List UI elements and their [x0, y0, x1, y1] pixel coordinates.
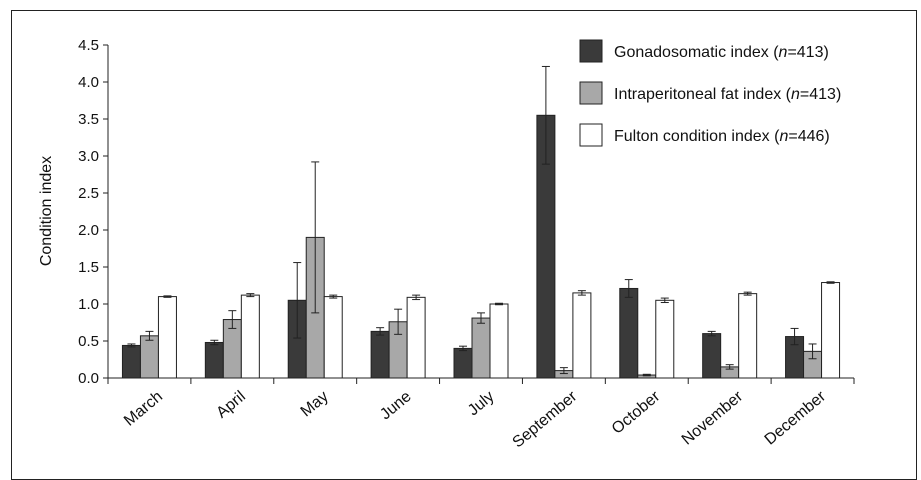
- bar: [121, 344, 141, 379]
- x-tick-label: July: [465, 388, 498, 419]
- y-tick-label: 3.0: [78, 148, 99, 165]
- legend-label: Gonadosomatic index (n=413): [614, 44, 829, 61]
- y-tick-label: 4.5: [78, 37, 99, 54]
- legend-swatch: [579, 123, 603, 147]
- legend-label: Fulton condition index (n=446): [614, 128, 830, 145]
- y-axis-label: Condition index: [38, 156, 55, 266]
- bar: [821, 282, 841, 379]
- bar: [204, 341, 224, 379]
- bar: [738, 293, 758, 379]
- y-tick-label: 2.0: [78, 222, 99, 239]
- legend-swatch: [579, 39, 603, 63]
- legend-label: Intraperitoneal fat index (n=413): [614, 86, 841, 103]
- bar: [471, 317, 491, 379]
- bar: [240, 294, 260, 379]
- bar: [406, 296, 426, 379]
- x-tick-label: November: [679, 388, 747, 449]
- x-tick-label: October: [609, 388, 664, 438]
- bars: [121, 65, 841, 379]
- bar: [139, 335, 159, 379]
- y-tick-label: 1.5: [78, 259, 99, 276]
- x-tick-label: June: [377, 388, 415, 423]
- y-tick-label: 4.0: [78, 74, 99, 91]
- x-tick-label: December: [762, 388, 830, 449]
- x-tick-label: April: [213, 388, 248, 422]
- x-tick-label: September: [510, 388, 581, 452]
- bar: [489, 303, 509, 379]
- bar: [702, 333, 722, 379]
- bar: [453, 347, 473, 379]
- legend: Gonadosomatic index (n=413) Intraperitone…: [579, 39, 841, 147]
- y-tick-label: 2.5: [78, 185, 99, 202]
- x-tick-label: May: [298, 388, 332, 420]
- bar: [323, 296, 343, 379]
- y-tick-label: 0.5: [78, 333, 99, 350]
- bar: [572, 292, 592, 379]
- bar: [619, 287, 639, 379]
- bar: [655, 299, 675, 379]
- y-tick-label: 3.5: [78, 111, 99, 128]
- y-tick-label: 0.0: [78, 370, 99, 387]
- legend-swatch: [579, 81, 603, 105]
- bar: [370, 330, 390, 379]
- bar: [157, 296, 177, 379]
- x-tick-label: March: [121, 388, 166, 430]
- y-tick-label: 1.0: [78, 296, 99, 313]
